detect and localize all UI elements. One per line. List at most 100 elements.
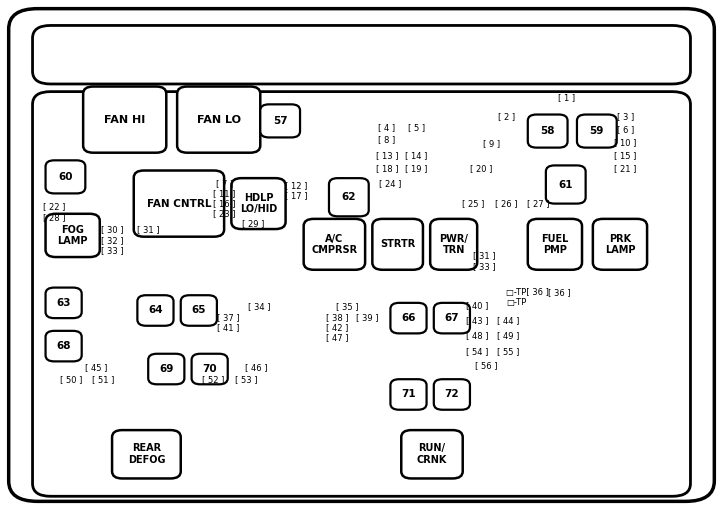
Text: [ 46 ]: [ 46 ]	[245, 363, 268, 372]
Text: REAR
DEFOG: REAR DEFOG	[128, 443, 165, 465]
Text: [ 24 ]: [ 24 ]	[380, 179, 401, 188]
FancyBboxPatch shape	[401, 430, 463, 478]
Text: [ 48 ]: [ 48 ]	[466, 331, 489, 341]
Text: [ 5 ]: [ 5 ]	[408, 123, 425, 132]
Text: 71: 71	[401, 389, 416, 400]
FancyBboxPatch shape	[112, 430, 181, 478]
FancyBboxPatch shape	[46, 331, 82, 361]
Text: [ 44 ]: [ 44 ]	[497, 316, 519, 325]
Text: [ 4 ]: [ 4 ]	[378, 123, 395, 132]
Text: 70: 70	[202, 364, 217, 374]
Text: [ 41 ]: [ 41 ]	[218, 323, 239, 332]
Text: [ 19 ]: [ 19 ]	[406, 164, 427, 174]
FancyBboxPatch shape	[33, 92, 690, 496]
FancyBboxPatch shape	[577, 115, 617, 148]
FancyBboxPatch shape	[434, 303, 470, 333]
Text: [ 55 ]: [ 55 ]	[497, 347, 519, 356]
FancyBboxPatch shape	[390, 379, 427, 410]
Text: [ 17 ]: [ 17 ]	[285, 191, 308, 200]
Text: [ 25 ]: [ 25 ]	[463, 199, 484, 208]
Text: [ 53 ]: [ 53 ]	[234, 375, 257, 384]
FancyBboxPatch shape	[593, 219, 647, 270]
Text: [ 33 ]: [ 33 ]	[100, 246, 124, 256]
FancyBboxPatch shape	[46, 288, 82, 318]
Text: 69: 69	[159, 364, 174, 374]
FancyBboxPatch shape	[528, 219, 582, 270]
Text: [ 1 ]: [ 1 ]	[557, 93, 575, 102]
Text: [ 39 ]: [ 39 ]	[356, 313, 379, 322]
Text: [ 49 ]: [ 49 ]	[497, 331, 519, 341]
Text: [ 23 ]: [ 23 ]	[213, 209, 236, 218]
FancyBboxPatch shape	[430, 219, 477, 270]
FancyBboxPatch shape	[46, 214, 100, 257]
Text: 67: 67	[445, 313, 459, 323]
FancyBboxPatch shape	[134, 171, 224, 237]
Text: [ 33 ]: [ 33 ]	[473, 262, 496, 271]
Text: □-TP: □-TP	[506, 298, 526, 307]
Text: A/C
CMPRSR: A/C CMPRSR	[312, 234, 357, 255]
Text: [ 35 ]: [ 35 ]	[335, 302, 359, 311]
Text: [ 29 ]: [ 29 ]	[242, 219, 264, 228]
Text: 72: 72	[445, 389, 459, 400]
Text: [ 34 ]: [ 34 ]	[247, 302, 270, 311]
Text: [ 10 ]: [ 10 ]	[615, 138, 636, 147]
Text: □-TP[ 36 ]: □-TP[ 36 ]	[506, 288, 549, 297]
Text: 64: 64	[148, 305, 163, 316]
Text: [ 18 ]: [ 18 ]	[375, 164, 398, 174]
FancyBboxPatch shape	[137, 295, 174, 326]
Text: [ 56 ]: [ 56 ]	[474, 361, 497, 370]
Text: 60: 60	[58, 172, 73, 182]
Text: [ 51 ]: [ 51 ]	[93, 375, 114, 384]
Text: [ 31 ]: [ 31 ]	[137, 225, 160, 235]
Text: [ 30 ]: [ 30 ]	[100, 225, 124, 235]
FancyBboxPatch shape	[148, 354, 184, 384]
Text: RUN/
CRNK: RUN/ CRNK	[416, 443, 448, 465]
Text: [ 50 ]: [ 50 ]	[61, 375, 82, 384]
FancyBboxPatch shape	[231, 178, 286, 229]
Text: 61: 61	[558, 180, 573, 189]
Text: HDLP
LO/HID: HDLP LO/HID	[240, 193, 277, 214]
Text: FOG
LAMP: FOG LAMP	[57, 224, 88, 246]
Text: FAN CNTRL: FAN CNTRL	[147, 199, 211, 209]
Text: 65: 65	[192, 305, 206, 316]
Text: [ 22 ]: [ 22 ]	[43, 202, 65, 211]
Text: [ 28 ]: [ 28 ]	[43, 213, 66, 222]
FancyBboxPatch shape	[9, 9, 714, 501]
FancyBboxPatch shape	[304, 219, 365, 270]
Text: [ 13 ]: [ 13 ]	[375, 151, 398, 160]
FancyBboxPatch shape	[528, 115, 568, 148]
Text: 57: 57	[273, 116, 288, 126]
Text: 58: 58	[540, 126, 555, 136]
Text: [ 40 ]: [ 40 ]	[466, 301, 488, 310]
Text: [ 36 ]: [ 36 ]	[547, 288, 570, 297]
Text: 62: 62	[341, 192, 356, 202]
Text: PWR/
TRN: PWR/ TRN	[440, 234, 468, 255]
Text: [ 2 ]: [ 2 ]	[497, 112, 515, 122]
Text: [ 3 ]: [ 3 ]	[617, 112, 634, 122]
Text: [ 27 ]: [ 27 ]	[527, 199, 550, 208]
FancyBboxPatch shape	[181, 295, 217, 326]
FancyBboxPatch shape	[192, 354, 228, 384]
Text: 59: 59	[590, 126, 604, 136]
FancyBboxPatch shape	[33, 25, 690, 84]
Text: [ 54 ]: [ 54 ]	[466, 347, 488, 356]
FancyBboxPatch shape	[329, 178, 369, 216]
Text: [ 11 ]: [ 11 ]	[213, 189, 235, 198]
Text: [ 7 ]: [ 7 ]	[215, 179, 233, 188]
Text: [ 21 ]: [ 21 ]	[615, 164, 636, 174]
FancyBboxPatch shape	[46, 160, 85, 193]
FancyBboxPatch shape	[177, 87, 260, 153]
Text: [ 12 ]: [ 12 ]	[286, 181, 307, 190]
Text: [ 43 ]: [ 43 ]	[466, 316, 489, 325]
Text: 66: 66	[401, 313, 416, 323]
Text: [ 8 ]: [ 8 ]	[378, 135, 395, 145]
FancyBboxPatch shape	[260, 104, 300, 137]
Text: 68: 68	[56, 341, 71, 351]
Text: [ 38 ]: [ 38 ]	[326, 313, 349, 322]
FancyBboxPatch shape	[83, 87, 166, 153]
FancyBboxPatch shape	[546, 165, 586, 204]
Text: [ 45 ]: [ 45 ]	[85, 363, 107, 372]
FancyBboxPatch shape	[372, 219, 423, 270]
Text: [ 32 ]: [ 32 ]	[100, 236, 124, 245]
Text: [ 20 ]: [ 20 ]	[471, 164, 492, 174]
